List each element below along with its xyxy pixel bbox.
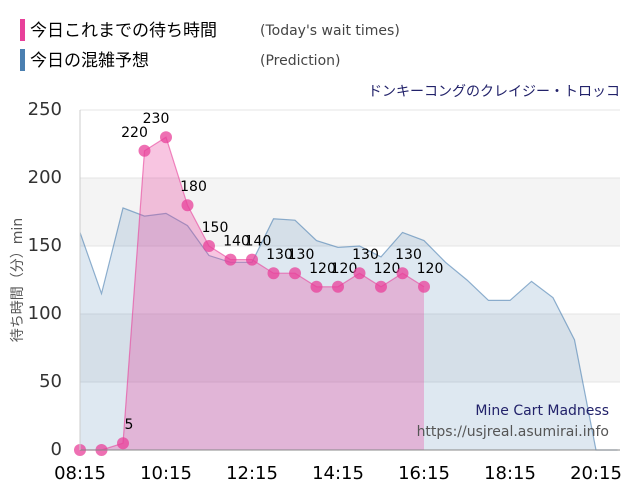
x-tick-label: 18:15 bbox=[484, 463, 536, 484]
legend-note: (Prediction) bbox=[260, 53, 340, 69]
y-axis-label: 待ち時間（分）min bbox=[10, 218, 26, 342]
point bbox=[332, 280, 344, 293]
legend-label: 今日これまでの待ち時間 bbox=[30, 21, 217, 41]
y-tick-label: 0 bbox=[51, 439, 62, 460]
watermark: Mine Cart Madness bbox=[475, 403, 609, 419]
y-tick-label: 250 bbox=[28, 99, 62, 120]
y-tick-label: 150 bbox=[28, 235, 62, 256]
y-tick-label: 200 bbox=[28, 167, 62, 188]
legend-swatch bbox=[20, 49, 25, 71]
y-tick-label: 100 bbox=[28, 303, 62, 324]
point bbox=[418, 280, 430, 293]
point bbox=[310, 280, 323, 293]
data-label: 120 bbox=[374, 261, 401, 277]
point bbox=[203, 240, 215, 252]
grid-band bbox=[80, 314, 620, 382]
data-label: 130 bbox=[266, 247, 293, 263]
x-tick-label: 20:15 bbox=[570, 463, 622, 484]
x-tick-label: 16:15 bbox=[398, 463, 450, 484]
point bbox=[181, 199, 194, 212]
point bbox=[224, 253, 237, 266]
point bbox=[160, 131, 172, 144]
data-label: 150 bbox=[202, 220, 229, 236]
line bbox=[79, 207, 618, 451]
grid-band bbox=[80, 110, 620, 178]
point bbox=[246, 253, 258, 266]
data-label: 180 bbox=[180, 179, 207, 195]
legend-label: 今日の混雑予想 bbox=[30, 51, 149, 71]
data-label: 230 bbox=[143, 111, 170, 127]
legend-note: (Today's wait times) bbox=[260, 23, 400, 39]
point bbox=[396, 267, 409, 280]
point bbox=[375, 280, 387, 293]
point bbox=[117, 437, 129, 450]
data-label: 140 bbox=[223, 234, 250, 250]
data-label: 120 bbox=[417, 261, 444, 277]
point bbox=[353, 267, 366, 280]
chart-title: ドンキーコングのクレイジー・トロッコ bbox=[368, 84, 620, 100]
watermark: https://usjreal.asumirai.info bbox=[417, 424, 609, 440]
data-label: 220 bbox=[121, 125, 148, 141]
point bbox=[267, 267, 280, 280]
point bbox=[138, 144, 151, 157]
data-label: 130 bbox=[352, 247, 379, 263]
data-label: 130 bbox=[288, 247, 315, 263]
data-label: 120 bbox=[309, 261, 336, 277]
x-tick-label: 10:15 bbox=[140, 463, 192, 484]
point bbox=[289, 267, 301, 280]
y-tick-label: 50 bbox=[39, 371, 62, 392]
grid-band bbox=[80, 382, 620, 450]
x-tick-label: 08:15 bbox=[54, 463, 106, 484]
data-label: 140 bbox=[245, 234, 272, 250]
grid-band bbox=[80, 246, 620, 314]
data-label: 130 bbox=[395, 247, 422, 263]
data-label: 120 bbox=[331, 261, 358, 277]
x-tick-label: 12:15 bbox=[226, 463, 278, 484]
area bbox=[80, 207, 618, 450]
data-label: 5 bbox=[125, 417, 134, 433]
area bbox=[80, 137, 424, 450]
legend-swatch bbox=[20, 19, 25, 41]
x-tick-label: 14:15 bbox=[312, 463, 364, 484]
grid-band bbox=[80, 178, 620, 246]
